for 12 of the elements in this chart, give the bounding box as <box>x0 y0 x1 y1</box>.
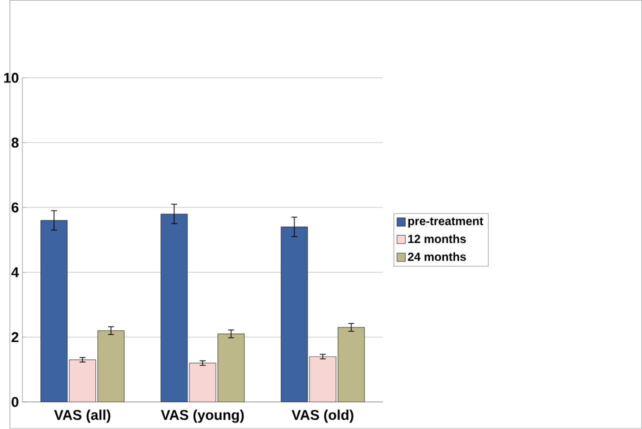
y-tick-label: 10 <box>4 72 18 83</box>
x-tick-label: VAS (all) <box>54 410 110 423</box>
y-tick-label: 8 <box>12 138 19 148</box>
y-tick-label: 0 <box>12 397 18 408</box>
legend-label: pre-treatment <box>408 218 484 228</box>
x-tick-label: VAS (old) <box>292 410 354 423</box>
legend-label: 12 months <box>408 234 466 244</box>
x-tick-label: VAS (young) <box>160 410 244 423</box>
legend-label: 24 months <box>408 252 466 262</box>
y-tick-label: 2 <box>12 332 18 342</box>
y-tick-label: 4 <box>11 268 19 278</box>
y-tick-label: 6 <box>12 202 18 213</box>
